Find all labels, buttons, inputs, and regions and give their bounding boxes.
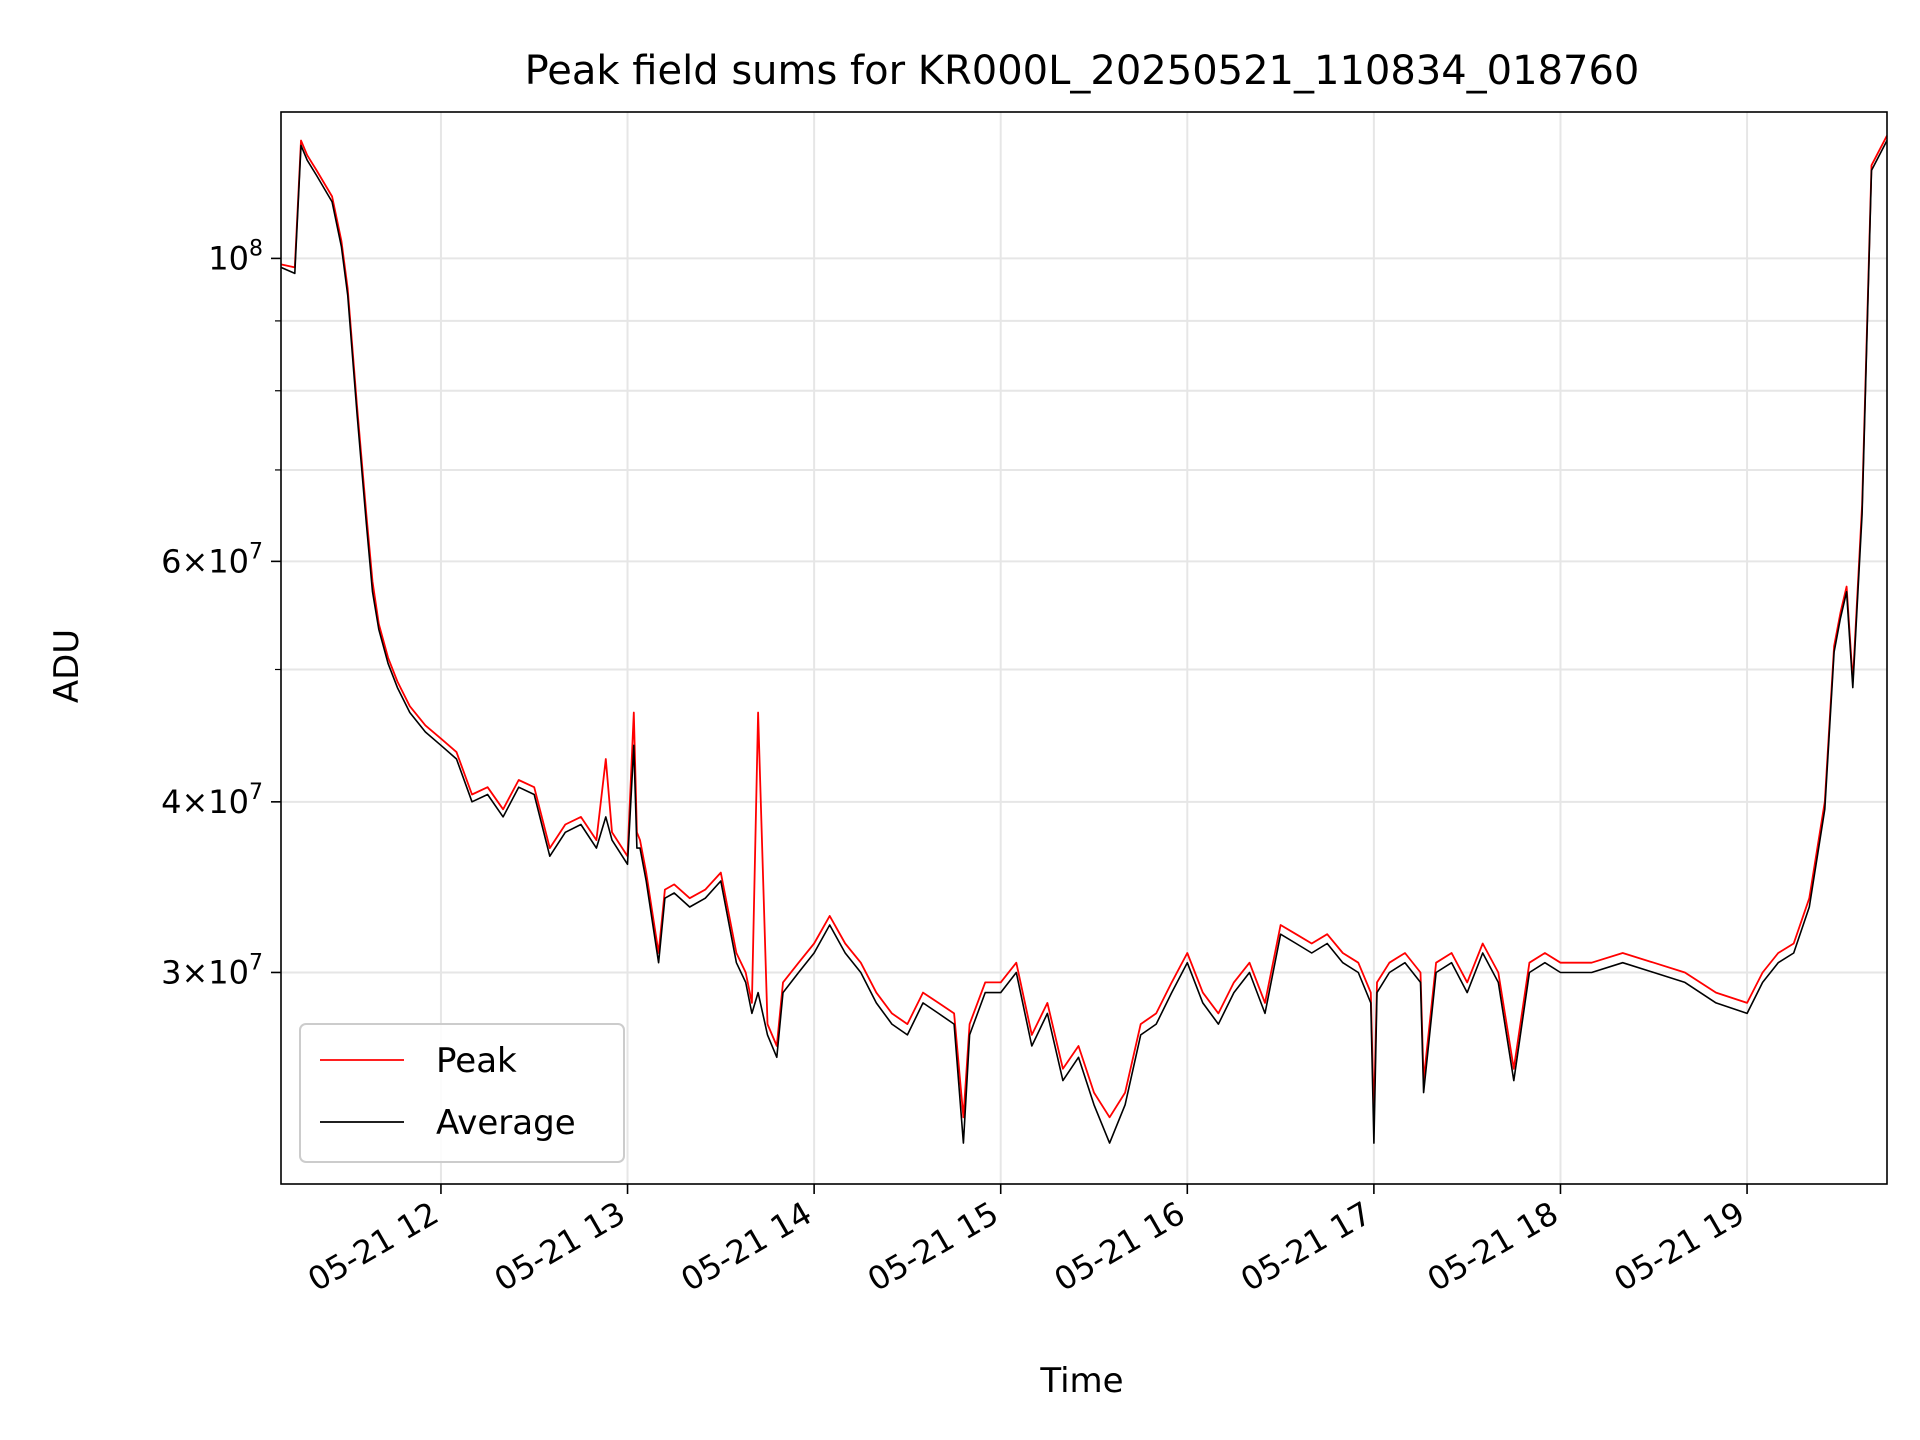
y-tick-label: 3×107 bbox=[161, 950, 263, 991]
y-tick-label: 6×107 bbox=[161, 539, 263, 580]
legend-box bbox=[299, 1023, 625, 1163]
legend-label-peak: Peak bbox=[436, 1041, 517, 1081]
chart-title: Peak field sums for KR000L_20250521_1108… bbox=[525, 48, 1640, 94]
series-layer bbox=[280, 135, 1888, 1144]
grid bbox=[281, 112, 1887, 1184]
series-line-average bbox=[280, 140, 1888, 1144]
plot-frame bbox=[280, 111, 1888, 1185]
legend: Peak Average bbox=[299, 1023, 625, 1163]
y-axis-label: ADU bbox=[47, 629, 87, 703]
x-axis-label: Time bbox=[1039, 1361, 1123, 1401]
y-tick-label: 108 bbox=[208, 236, 263, 277]
y-tick-label: 4×107 bbox=[161, 780, 263, 821]
series-line-peak bbox=[280, 135, 1888, 1119]
legend-label-average: Average bbox=[436, 1103, 576, 1143]
